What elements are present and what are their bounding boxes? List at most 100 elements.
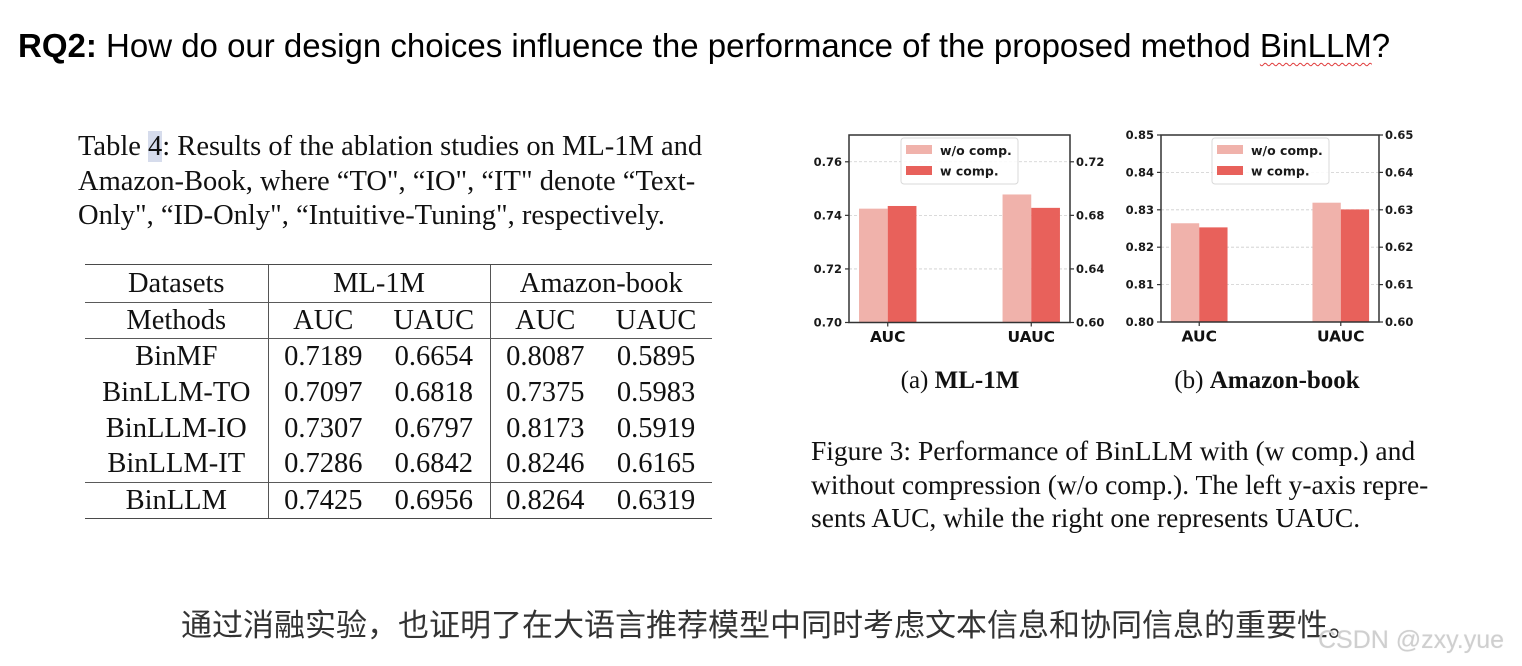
table-number-highlighted: 4 — [148, 131, 163, 162]
bar — [1340, 209, 1370, 322]
y-right-tick-label: 0.60 — [1385, 315, 1413, 329]
bar — [1002, 194, 1032, 323]
bar — [1312, 202, 1341, 322]
cell-ml1m-uauc: 0.6797 — [394, 412, 473, 444]
table-header-row-methods: Methods AUC UAUC AUC UAUC — [85, 302, 713, 339]
cell-book-uauc: 0.5983 — [616, 376, 696, 408]
table-row: BinLLM-TO 0.7097 0.6818 0.7375 0.5983 — [85, 374, 712, 411]
y-right-tick-label: 0.63 — [1385, 203, 1413, 217]
legend-swatch-icon — [906, 166, 932, 175]
cell-book-auc: 0.8246 — [489, 446, 600, 483]
cell-book-uauc: 0.5919 — [616, 412, 696, 444]
y-left-tick-label: 0.82 — [1126, 240, 1154, 254]
method-name-spellcheck-word: BinLLM — [1259, 27, 1372, 64]
legend-label: w/o comp. — [1251, 143, 1323, 158]
y-left-tick-label: 0.72 — [814, 262, 842, 276]
bar-chart-ml1m: 0.70 0.72 0.74 0.76 0.60 0.64 0.68 0.72 AUC UAUC w… — [814, 134, 1104, 346]
subfigure-title: Amazon-book — [1209, 367, 1360, 394]
figure-caption-line-3: sents AUC, while the right one represent… — [811, 502, 1361, 533]
subfigure-caption-b: (b) Amazon-book — [1157, 366, 1377, 396]
y-left-tick-label: 0.74 — [814, 208, 842, 222]
header-book-auc: AUC — [489, 302, 600, 339]
cell-ml1m-uauc: 0.6956 — [378, 482, 490, 519]
legend-label: w comp. — [1251, 164, 1310, 179]
y-right-tick-label: 0.64 — [1385, 165, 1413, 179]
y-left-tick-label: 0.85 — [1126, 128, 1154, 142]
cell-ml1m-auc: 0.7425 — [267, 482, 378, 519]
plot-frame — [1160, 134, 1380, 323]
y-left-tick-label: 0.83 — [1126, 203, 1154, 217]
cell-method: BinLLM-TO — [102, 376, 251, 408]
question-mark: ? — [1371, 27, 1391, 64]
cell-book-uauc: 0.6165 — [616, 448, 696, 480]
figure-caption: Figure 3: Performance of BinLLM with (w … — [811, 434, 1428, 535]
bar-chart-amazon-book: 0.80 0.81 0.82 0.83 0.84 0.85 0.60 0.61 0.62 0.63… — [1126, 128, 1414, 346]
table-header-row-datasets: Datasets ML-1M Amazon-book — [85, 264, 713, 303]
cell-book-uauc: 0.6319 — [600, 482, 713, 519]
header-datasets: Datasets — [85, 264, 268, 303]
legend-label: w/o comp. — [940, 143, 1012, 158]
y-right-tick-label: 0.61 — [1385, 278, 1413, 292]
ablation-results-table: Datasets ML-1M Amazon-book Methods AUC U… — [85, 264, 713, 519]
ablation-table-container: Datasets ML-1M Amazon-book Methods AUC U… — [85, 264, 713, 519]
legend-swatch-icon — [1217, 145, 1243, 154]
y-left-tick-label: 0.81 — [1126, 278, 1154, 292]
subfigure-title: ML-1M — [934, 367, 1020, 394]
table-row: BinLLM-IO 0.7307 0.6797 0.8173 0.5919 — [85, 410, 712, 447]
header-ml1m-uauc: UAUC — [378, 302, 490, 339]
figure-caption-line-1: Figure 3: Performance of BinLLM with (w … — [811, 435, 1416, 466]
cell-ml1m-auc: 0.7097 — [267, 374, 378, 411]
table-row: BinMF 0.7189 0.6654 0.8087 0.5895 — [85, 338, 712, 375]
cell-book-uauc: 0.5895 — [616, 340, 696, 372]
y-left-tick-label: 0.80 — [1126, 315, 1154, 329]
header-ml1m-auc: AUC — [267, 302, 378, 339]
legend-label: w comp. — [940, 164, 999, 179]
cell-ml1m-auc: 0.7307 — [267, 410, 378, 447]
bar — [1170, 223, 1200, 322]
summary-text-zh: 通过消融实验，也证明了在大语言推荐模型中同时考虑文本信息和协同信息的重要性。 — [181, 608, 1359, 644]
x-tick-label: AUC — [870, 328, 905, 346]
y-right-tick-label: 0.68 — [1076, 208, 1104, 222]
question-text: How do our design choices influence the … — [96, 27, 1260, 64]
figure-caption-line-2: without compression (w/o comp.). The lef… — [811, 468, 1429, 500]
x-tick-label: UAUC — [1007, 328, 1055, 346]
x-tick-label: UAUC — [1317, 328, 1365, 346]
y-right-tick-label: 0.72 — [1076, 155, 1104, 169]
cell-method: BinLLM — [85, 482, 268, 519]
y-right-tick-label: 0.65 — [1385, 128, 1413, 142]
header-methods: Methods — [85, 302, 268, 339]
table-caption-prefix: Table — [78, 131, 149, 162]
cell-ml1m-uauc: 0.6842 — [394, 448, 473, 480]
cell-ml1m-auc: 0.7189 — [267, 338, 378, 375]
table-caption-line-3: Only", “ID-Only", “Intuitive-Tuning", re… — [78, 200, 665, 231]
cell-book-auc: 0.8087 — [489, 338, 600, 375]
table-row-proposed-method: BinLLM 0.7425 0.6956 0.8264 0.6319 — [85, 482, 713, 519]
table-caption: Table 4: Results of the ablation studies… — [78, 130, 702, 234]
legend-swatch-icon — [1217, 166, 1243, 175]
cell-book-auc: 0.8173 — [489, 410, 600, 447]
subfigure-caption-a: (a) ML-1M — [850, 366, 1070, 396]
y-left-tick-label: 0.70 — [814, 316, 842, 330]
table-row: BinLLM-IT 0.7286 0.6842 0.8246 0.6165 — [85, 446, 712, 483]
y-right-tick-label: 0.64 — [1076, 262, 1104, 276]
cell-ml1m-uauc: 0.6818 — [394, 376, 473, 408]
cell-ml1m-uauc: 0.6654 — [394, 340, 473, 372]
header-group-amazon-book: Amazon-book — [489, 264, 713, 303]
bar — [859, 208, 888, 323]
cell-method: BinLLM-IO — [105, 412, 247, 444]
header-book-uauc: UAUC — [600, 302, 713, 339]
legend-swatch-icon — [906, 145, 932, 154]
subfigure-label: (a) — [900, 367, 929, 394]
y-right-tick-label: 0.60 — [1076, 316, 1104, 330]
table-caption-text: : Results of the ablation studies on ML-… — [162, 131, 703, 162]
bar — [1031, 207, 1060, 323]
cell-ml1m-auc: 0.7286 — [267, 446, 378, 483]
table-caption-line-2: Amazon-Book, where “TO", “IO", “IT" deno… — [78, 165, 696, 197]
cell-method: BinLLM-IT — [107, 448, 246, 480]
cell-book-auc: 0.8264 — [489, 482, 600, 519]
plot-frame — [848, 134, 1071, 324]
y-left-tick-label: 0.76 — [814, 155, 842, 169]
slide-title: RQ2: How do our design choices influence… — [18, 26, 1390, 66]
bar — [1199, 227, 1228, 322]
